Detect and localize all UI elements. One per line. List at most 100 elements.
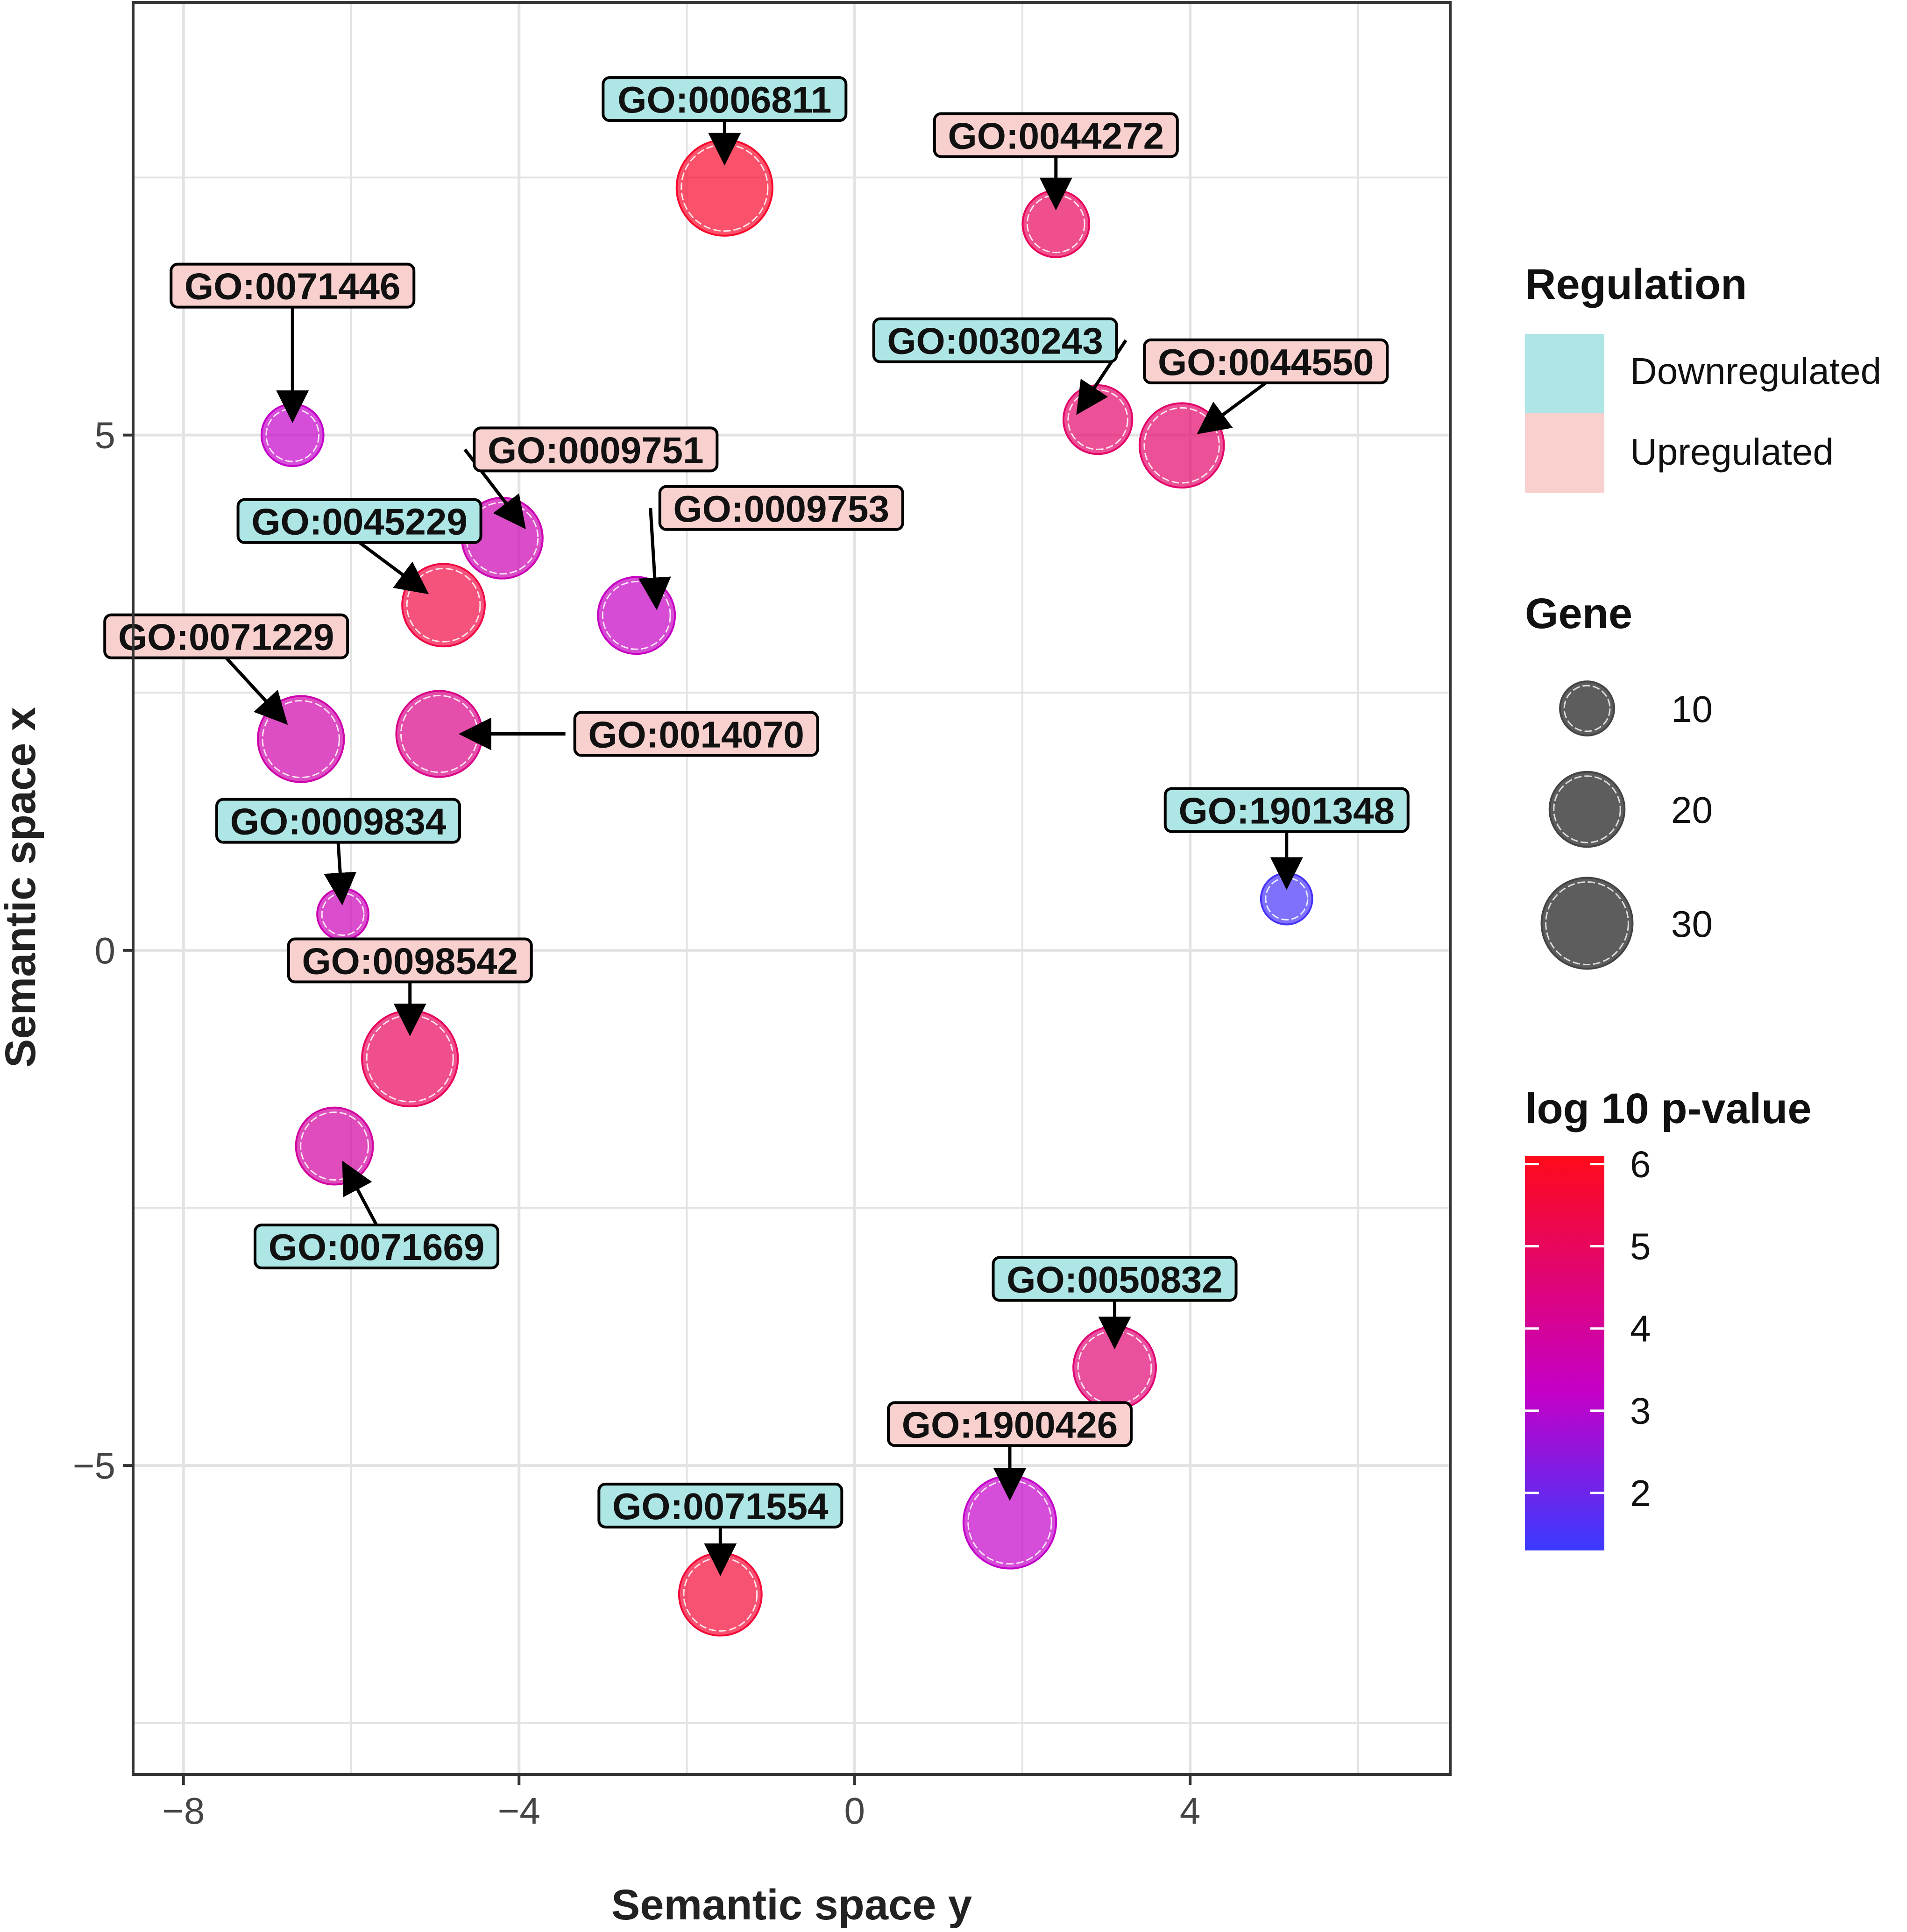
bubble-inner-ring: [406, 567, 481, 643]
bubble-inner-ring: [681, 144, 769, 232]
go-label-GO-0071446: GO:0071446: [170, 262, 416, 309]
go-label-GO-0009834: GO:0009834: [215, 798, 461, 844]
bubble-inner-ring: [262, 700, 340, 778]
bubble-inner-ring: [300, 1111, 369, 1181]
go-label-GO-0030243: GO:0030243: [872, 317, 1118, 363]
go-label-box: [1143, 338, 1389, 384]
y-axis-title: Semantic space x: [0, 707, 44, 1068]
go-label-box: [1163, 787, 1410, 833]
legend-gene-title: Gene: [1525, 590, 1632, 637]
bubble-inner-ring: [683, 1557, 758, 1632]
go-label-text: GO:0050832: [1007, 1259, 1223, 1300]
label-arrow: [225, 657, 288, 725]
go-label-GO-0044550: GO:0044550: [1143, 338, 1389, 384]
legend-gene-label: 20: [1671, 789, 1713, 831]
axis-layer: −8 −4 0 4 −5 0 5: [73, 415, 1201, 1832]
go-label-GO-0050832: GO:0050832: [992, 1256, 1238, 1302]
legend-gene-key-ring: [1545, 881, 1629, 965]
go-label-text: GO:1901348: [1178, 790, 1395, 832]
legend-gene-key-10: [1559, 680, 1615, 736]
legend-colorbar-ticks: 6 5 4 3 2: [1525, 1144, 1651, 1514]
bubble-GO-0071229: [257, 695, 345, 783]
bubble-GO-0009753: [597, 576, 676, 655]
legend-gene-keys: 10 20 30: [1540, 680, 1713, 970]
label-arrow: [324, 842, 357, 906]
bubble-GO-0071669: [295, 1106, 374, 1186]
go-label-GO-0071669: GO:0071669: [254, 1224, 500, 1270]
legend-label-downregulated: Downregulated: [1630, 350, 1881, 392]
bubble-inner-ring: [366, 1014, 454, 1103]
go-label-GO-0009751: GO:0009751: [473, 426, 719, 473]
go-label-box: [597, 1482, 844, 1529]
go-label-text: GO:0044272: [948, 115, 1164, 156]
go-label-box: [658, 485, 904, 531]
go-label-GO-0006811: GO:0006811: [602, 76, 848, 122]
x-tick-label: 0: [844, 1790, 865, 1832]
go-label-text: GO:0098542: [302, 941, 518, 982]
go-label-box: [254, 1224, 500, 1270]
go-label-text: GO:0044550: [1158, 341, 1374, 383]
x-axis-title: Semantic space y: [611, 1881, 972, 1929]
legend-regulation-title: Regulation: [1525, 261, 1747, 308]
go-label-GO-0009753: GO:0009753: [658, 485, 904, 531]
y-tick-label: 5: [95, 415, 116, 456]
legend: Regulation Downregulated Upregulated Gen…: [1525, 261, 1881, 1550]
go-label-box: [992, 1256, 1238, 1302]
go-label-text: GO:0009751: [488, 429, 704, 471]
bubble-GO-0045229: [401, 563, 486, 648]
legend-label-upregulated: Upregulated: [1630, 431, 1834, 473]
go-label-box: [473, 426, 719, 473]
bubble-inner-ring: [602, 580, 671, 650]
go-label-GO-0044272: GO:0044272: [933, 112, 1179, 158]
go-label-box: [287, 937, 533, 984]
go-label-box: [236, 498, 482, 544]
go-label-text: GO:0009834: [230, 801, 447, 842]
go-label-GO-0014070: GO:0014070: [573, 711, 819, 757]
go-label-GO-1900426: GO:1900426: [887, 1401, 1133, 1447]
label-arrow: [1197, 381, 1267, 434]
label-arrow: [638, 508, 671, 610]
legend-gene-key-20: [1548, 771, 1626, 848]
go-label-text: GO:0071669: [269, 1226, 485, 1268]
go-label-text: GO:0071554: [612, 1486, 829, 1527]
colorbar-tick-label: 2: [1630, 1472, 1651, 1514]
go-label-GO-1901348: GO:1901348: [1163, 787, 1410, 833]
go-label-text: GO:0014070: [588, 714, 804, 756]
go-label-box: [602, 76, 848, 122]
go-label-box: [872, 317, 1118, 363]
go-label-GO-0071229: GO:0071229: [103, 613, 349, 659]
label-arrow: [342, 1161, 378, 1226]
go-label-box: [170, 262, 416, 309]
colorbar-tick-label: 3: [1630, 1390, 1651, 1432]
go-label-text: GO:0009753: [673, 488, 889, 530]
label-arrow: [358, 541, 429, 594]
go-label-box: [215, 798, 461, 844]
go-label-GO-0098542: GO:0098542: [287, 937, 533, 984]
go-label-text: GO:0071446: [184, 266, 401, 307]
legend-key-downregulated: [1525, 334, 1604, 413]
x-tick-label: 4: [1180, 1790, 1201, 1832]
go-label-text: GO:0071229: [118, 616, 334, 658]
legend-gene-key-ring: [1563, 685, 1611, 732]
panel-border: [132, 1, 1452, 1776]
legend-pvalue-title: log 10 p-value: [1525, 1085, 1812, 1132]
bubble-GO-0044550: [1138, 402, 1225, 489]
legend-key-upregulated: [1525, 413, 1604, 493]
go-label-text: GO:0030243: [887, 320, 1103, 362]
x-tick-label: −8: [162, 1790, 205, 1832]
y-tick-label: −5: [73, 1445, 115, 1486]
legend-gene-label: 30: [1671, 903, 1713, 945]
go-label-text: GO:1900426: [902, 1404, 1118, 1445]
go-label-box: [573, 711, 819, 757]
bubble-inner-ring: [1143, 407, 1220, 484]
x-tick-label: −4: [498, 1790, 540, 1832]
go-label-text: GO:0006811: [617, 79, 831, 120]
legend-gene-key-ring: [1553, 775, 1621, 843]
legend-gene-label: 10: [1671, 688, 1713, 730]
go-label-GO-0071554: GO:0071554: [597, 1482, 844, 1529]
go-label-box: [933, 112, 1179, 158]
go-label-box: [103, 613, 349, 659]
go-label-GO-0045229: GO:0045229: [236, 498, 482, 544]
legend-colorbar: [1525, 1156, 1604, 1550]
go-label-layer: GO:0006811 GO:0044272 GO:0071446 GO:0030243…: [103, 76, 1410, 1576]
